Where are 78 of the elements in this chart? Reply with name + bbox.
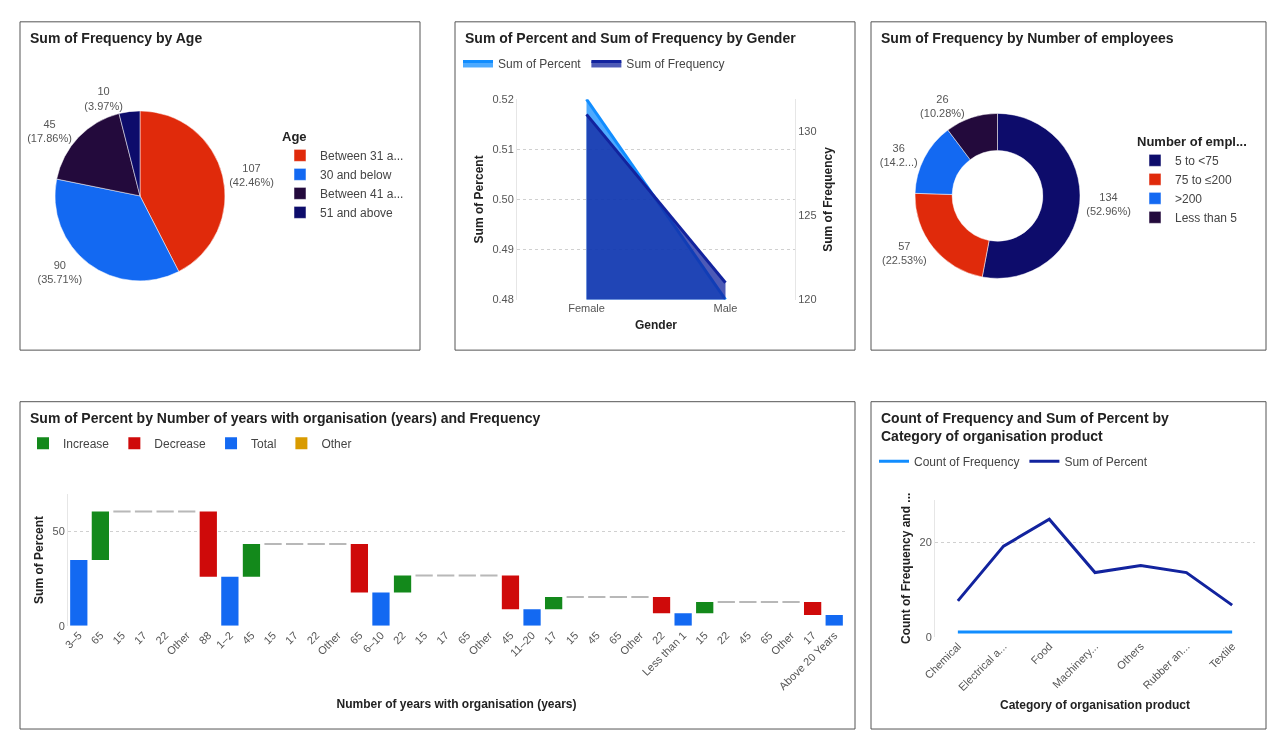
chart-title: Sum of Frequency by Age (30, 30, 203, 46)
x-tick-label: 65 (347, 629, 365, 647)
x-tick-label: 65 (455, 629, 473, 647)
legend-label: 51 and above (320, 206, 394, 221)
x-axis-title: Category of organisation product (999, 698, 1191, 712)
chart-title: Sum of Percent by Number of years with organisation (years) and Frequency (30, 410, 541, 426)
x-tick-label: 15 (261, 629, 279, 647)
y-tick-label: 0.51 (492, 143, 514, 156)
y-axis-title: Count of Frequency and ... (898, 492, 913, 645)
legend-label: Decrease (154, 437, 207, 452)
x-tick-label: 1–2 (213, 629, 236, 651)
legend-title: Age (282, 128, 307, 144)
legend-label: Sum of Frequency (626, 57, 725, 72)
x-tick-label: 15 (692, 629, 711, 647)
x-tick-label: 22 (304, 629, 322, 647)
x-tick-label: Female (568, 301, 605, 314)
y-tick-label: 0 (58, 619, 65, 632)
y-tick-label: 0.52 (492, 93, 514, 106)
y-axis-title: Sum of Percent (31, 515, 46, 604)
y-tick-label: 50 (52, 525, 65, 538)
y-tick-label: 0.49 (492, 243, 514, 256)
x-tick-label: 45 (584, 629, 603, 647)
y2-axis-title: Sum of Frequency (821, 146, 836, 252)
x-tick-label: 3–5 (62, 629, 85, 651)
legend-label: >200 (1175, 192, 1203, 207)
legend-label: Other (321, 437, 352, 452)
x-tick-label: 17 (282, 629, 300, 647)
data-label: 134 (52.96%) (1086, 190, 1131, 217)
data-label: 36 (14.2...) (879, 142, 918, 169)
legend-label: Sum of Percent (498, 57, 582, 72)
x-tick-label: 17 (541, 629, 559, 647)
x-axis-title: Gender (634, 318, 678, 333)
x-tick-label: 15 (563, 629, 581, 647)
y-axis-title: Sum of Percent (471, 155, 486, 244)
legend-label: Increase (63, 437, 110, 452)
data-label: 107 (42.46%) (229, 162, 274, 189)
chart-title: Count of Frequency and Sum of Percent by Category of organisation product (881, 410, 1170, 445)
legend-label: Between 31 a... (320, 149, 404, 164)
x-tick-label: 17 (131, 629, 149, 647)
x-tick-label: 65 (757, 629, 775, 647)
data-label: 10 (3.97%) (84, 85, 123, 112)
legend-label: Between 41 a... (320, 187, 404, 202)
data-label: 57 (22.53%) (881, 239, 927, 266)
legend-label: 30 and below (320, 168, 392, 183)
legend-label: Sum of Percent (1064, 454, 1148, 469)
y2-tick-label: 125 (798, 209, 817, 222)
y-tick-label: 0 (925, 630, 932, 643)
x-tick-label: 17 (800, 629, 818, 647)
y-tick-label: 0.50 (492, 193, 514, 206)
legend-title: Number of empl... (1137, 133, 1247, 149)
x-tick-label: 22 (714, 629, 732, 647)
x-tick-label: 45 (736, 629, 754, 647)
y-tick-label: 0.48 (492, 293, 514, 306)
legend-label: Less than 5 (1175, 211, 1238, 226)
data-label: 90 (35.71%) (37, 258, 83, 286)
y-tick-label: 20 (919, 536, 932, 549)
chart-title: Sum of Frequency by Number of employees (881, 30, 1174, 46)
legend-label: 75 to ≤200 (1175, 173, 1232, 188)
y2-tick-label: 120 (798, 293, 817, 306)
legend-label: 5 to <75 (1175, 154, 1220, 169)
x-tick-label: 65 (88, 629, 106, 647)
x-tick-label: Male (713, 301, 738, 314)
data-label: 45 (17.86%) (27, 117, 72, 145)
x-tick-label: 88 (196, 629, 214, 647)
x-tick-label: 22 (390, 629, 408, 647)
x-tick-label: 65 (606, 629, 624, 647)
x-tick-label: 45 (239, 629, 257, 647)
x-tick-label: 22 (153, 629, 171, 647)
legend-label: Total (251, 437, 277, 452)
y2-tick-label: 130 (798, 125, 817, 138)
x-tick-label: 15 (412, 629, 430, 647)
legend-label: Count of Frequency (914, 454, 1020, 469)
x-tick-label: 17 (433, 629, 452, 647)
x-tick-label: 45 (498, 629, 516, 647)
data-label: 26 (10.28%) (920, 92, 965, 119)
chart-title: Sum of Percent and Sum of Frequency by Gender (465, 30, 797, 46)
x-axis-title: Number of years with organisation (years) (336, 697, 577, 712)
x-tick-label: 15 (110, 629, 128, 647)
